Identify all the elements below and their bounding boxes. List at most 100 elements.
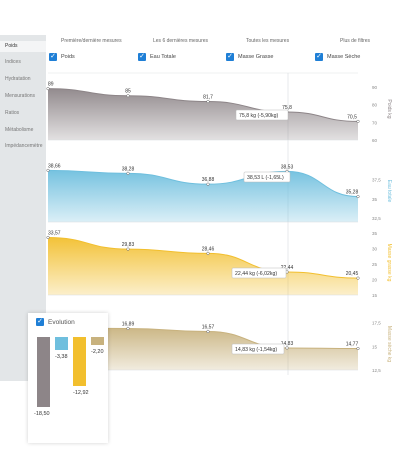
checkbox-checked-icon: ✓ <box>226 53 234 61</box>
data-label: 85 <box>125 89 131 95</box>
y-tick-label: 37,5 <box>372 177 381 182</box>
tooltip-box <box>243 171 291 183</box>
data-label: 20,45 <box>346 271 359 277</box>
data-point <box>206 251 210 255</box>
data-point <box>356 195 360 199</box>
filter-label: Eau Totale <box>150 54 176 60</box>
nav-all-measures[interactable]: Toutes les mesures <box>246 38 290 44</box>
filter-label: Masse Grasse <box>238 54 274 60</box>
y-tick-label: 90 <box>372 85 378 90</box>
data-point <box>206 329 210 334</box>
data-label: 22,44 <box>281 265 294 271</box>
data-label: 33,57 <box>48 231 61 237</box>
sidebar-item-indices[interactable]: Indices <box>5 59 21 65</box>
filter-eau-totale[interactable]: ✓ Eau Totale <box>138 53 176 61</box>
sidebar-item-metabolisme[interactable]: Métabolisme <box>5 127 34 133</box>
data-point <box>126 247 130 251</box>
data-point <box>356 346 360 351</box>
filter-poids[interactable]: ✓ Poids <box>49 53 75 61</box>
evolution-title: Evolution <box>48 319 75 326</box>
checkbox-checked-icon: ✓ <box>138 53 146 61</box>
evolution-bar <box>91 337 104 346</box>
sidebar-item-hydratation[interactable]: Hydratation <box>5 76 31 82</box>
y-tick-label: 20 <box>372 278 378 283</box>
filter-label: Masse Sèche <box>327 54 361 60</box>
data-label: 16,89 <box>122 321 135 327</box>
data-label: 75,8 <box>282 105 292 111</box>
area-fill-3 <box>48 326 358 370</box>
sidebar-item-impedancemetre[interactable]: Impédancemètre <box>5 143 43 149</box>
area-fill-1 <box>48 170 358 222</box>
sidebar-item-ratios[interactable]: Ratios <box>5 110 20 116</box>
tooltip-box <box>231 343 285 355</box>
sidebar: Poids Indices Hydratation Mensurations R… <box>0 35 46 381</box>
evolution-value: -12,92 <box>73 389 89 396</box>
data-point <box>356 276 360 280</box>
y-tick-label: 12,5 <box>372 368 381 373</box>
tooltip-text: 22,44 kg (-6,02kg) <box>235 271 277 277</box>
data-label: 38,28 <box>122 166 135 172</box>
data-label: 16,57 <box>202 325 215 331</box>
y-tick-label: 80 <box>372 103 378 108</box>
tooltip-text: 75,8 kg (-5,90kg) <box>239 113 278 119</box>
y-axis-label: Masse sèche kg <box>386 326 392 362</box>
y-tick-label: 15 <box>372 344 378 349</box>
data-label: 38,53 <box>281 164 294 170</box>
evolution-bar <box>73 337 86 386</box>
nav-last-six[interactable]: Les 6 dernières mesures <box>153 38 209 44</box>
data-label: 14,77 <box>346 342 359 348</box>
data-label: 70,5 <box>347 114 357 120</box>
tooltip-box <box>235 109 289 121</box>
data-label: 28,46 <box>202 246 215 252</box>
y-axis-label: Masse grasse kg <box>386 244 392 282</box>
y-tick-label: 35 <box>372 231 378 236</box>
data-point <box>46 168 50 172</box>
data-point <box>126 326 130 331</box>
area-fill-2 <box>48 237 358 295</box>
data-point <box>126 171 130 175</box>
evolution-checkbox[interactable]: ✓ <box>36 318 44 326</box>
evolution-value: -2,20 <box>91 349 104 356</box>
y-tick-label: 32,5 <box>372 216 381 221</box>
sidebar-item-mensurations[interactable]: Mensurations <box>5 93 36 99</box>
data-label: 89 <box>48 82 54 88</box>
filter-masse-seche[interactable]: ✓ Masse Sèche <box>315 53 360 61</box>
data-point <box>356 119 360 123</box>
data-label: 14,83 <box>281 341 294 347</box>
evolution-value: -3,38 <box>55 353 68 360</box>
data-label: 29,83 <box>122 242 135 248</box>
y-axis-label: Poids kg <box>386 99 392 118</box>
evolution-bar <box>37 337 50 407</box>
data-label: 36,88 <box>202 177 215 183</box>
data-label: 38,66 <box>48 163 61 169</box>
data-point <box>206 100 210 104</box>
data-point <box>46 235 50 240</box>
data-point <box>285 346 289 350</box>
y-tick-label: 60 <box>372 138 378 143</box>
y-tick-label: 30 <box>372 247 378 252</box>
data-label: 81,7 <box>203 95 213 101</box>
data-point <box>126 94 130 98</box>
data-point <box>206 182 210 186</box>
evolution-panel: ✓ Evolution -18,50 -3,38 -12,92 -2,20 <box>28 313 108 443</box>
nav-more-filters[interactable]: Plus de filtres <box>340 38 371 44</box>
data-label: 35,28 <box>346 190 359 196</box>
evolution-value: -18,50 <box>34 411 50 417</box>
checkbox-checked-icon: ✓ <box>315 53 323 61</box>
filter-label: Poids <box>61 54 75 60</box>
y-tick-label: 15 <box>372 293 378 298</box>
y-tick-label: 70 <box>372 120 378 125</box>
evolution-bar <box>55 337 68 350</box>
y-tick-label: 25 <box>372 262 378 267</box>
y-tick-label: 35 <box>372 197 378 202</box>
y-axis-label: Eau totale <box>386 180 392 203</box>
area-fill-0 <box>48 88 358 140</box>
tooltip-text: 14,83 kg (-1,54kg) <box>235 347 277 353</box>
tooltip-text: 38,53 L (-1,65L) <box>247 175 284 181</box>
sidebar-item-poids[interactable]: Poids <box>0 41 46 52</box>
y-tick-label: 17,5 <box>372 321 381 326</box>
filter-masse-grasse[interactable]: ✓ Masse Grasse <box>226 53 273 61</box>
nav-first-last[interactable]: Première/dernière mesures <box>61 38 122 44</box>
tooltip-box <box>231 267 287 279</box>
